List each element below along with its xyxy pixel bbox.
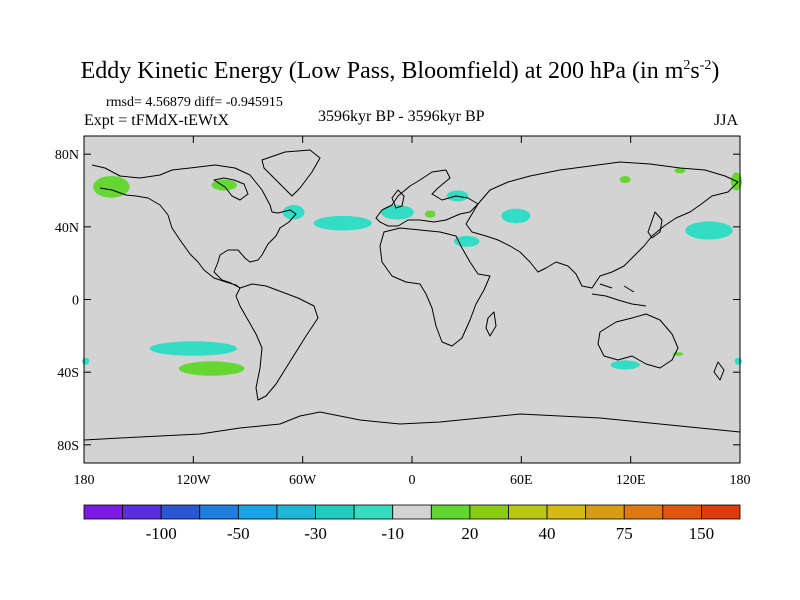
anomaly-north-pacific-west — [685, 221, 733, 240]
colorbar-box — [662, 504, 702, 520]
anomaly-mediterranean — [453, 235, 480, 247]
anomaly-central-europe — [424, 210, 436, 218]
colorbar-box — [237, 504, 278, 520]
colorbar-label: -10 — [381, 524, 404, 543]
colorbar-box — [430, 504, 471, 520]
colorbar-label: 150 — [689, 524, 715, 543]
coast-antarctica — [83, 411, 741, 441]
coast-north-america — [91, 164, 297, 289]
lat-tick-label: 40N — [55, 221, 79, 236]
coast-madagascar — [485, 311, 497, 337]
lat-tick-label: 80S — [57, 439, 79, 454]
colorbar: -100 -50 -30 -10 20 40 75 150 — [83, 504, 741, 543]
lat-tick-label: 0 — [72, 294, 79, 309]
map-background — [84, 136, 740, 463]
anomaly-siberia-north — [619, 175, 631, 184]
colorbar-box — [585, 504, 625, 520]
colorbar-label: -100 — [146, 524, 177, 543]
coast-japan — [647, 211, 663, 239]
longitude-axis: 180 120W 60W 0 60E 120E 180 — [74, 136, 751, 488]
coast-australia — [597, 313, 679, 369]
lon-tick-label: 180 — [74, 473, 95, 488]
anomaly-north-pacific-high — [93, 175, 130, 198]
season-label: JJA — [714, 112, 739, 129]
coast-new-zealand — [713, 361, 725, 381]
colorbar-box — [315, 504, 355, 520]
coast-uk — [391, 189, 405, 209]
latitude-axis: 80N 40N 0 40S 80S — [55, 148, 740, 454]
anomaly-south-pacific-lower — [178, 361, 245, 376]
colorbar-label: 20 — [461, 524, 478, 543]
lon-tick-label: 180 — [730, 473, 751, 488]
experiment-label: Expt = tFMdX-tEWtX — [84, 112, 230, 129]
lon-tick-label: 60E — [510, 473, 533, 488]
coast-hudson-bay — [213, 177, 249, 201]
period-label: 3596kyr BP - 3596kyr BP — [318, 108, 485, 125]
anomaly-north-atlantic — [313, 215, 372, 231]
anomaly-south-pacific — [149, 341, 238, 356]
colorbar-box — [122, 504, 162, 520]
anomaly-caspian — [501, 208, 531, 224]
colorbar-box — [276, 504, 316, 520]
colorbar-label: -30 — [304, 524, 327, 543]
colorbar-box — [469, 504, 509, 520]
colorbar-box — [83, 504, 123, 520]
colorbar-label: 40 — [539, 524, 556, 543]
colorbar-box — [701, 504, 741, 520]
colorbar-box — [199, 504, 239, 520]
title-end: ) — [711, 58, 720, 84]
anomaly-arctic-east — [674, 167, 686, 174]
lon-tick-label: 60W — [289, 473, 317, 488]
colorbar-box — [546, 504, 587, 520]
colorbar-box — [353, 504, 394, 520]
colorbar-box — [392, 504, 432, 520]
anomaly-western-europe — [381, 205, 414, 220]
colorbar-box — [623, 504, 664, 520]
coastlines — [83, 149, 741, 441]
anomaly-south-pacific-west — [82, 357, 90, 365]
coast-asia — [465, 161, 739, 289]
coast-africa — [379, 227, 491, 347]
coast-south-america — [235, 283, 319, 401]
map-title: Eddy Kinetic Energy (Low Pass, Bloomfiel… — [0, 58, 800, 85]
title-text: Eddy Kinetic Energy (Low Pass, Bloomfiel… — [80, 58, 684, 84]
lat-tick-label: 80N — [55, 148, 79, 163]
anomaly-south-of-australia — [610, 360, 640, 370]
lat-tick-label: 40S — [57, 366, 79, 381]
colorbar-box — [160, 504, 201, 520]
coast-greenland — [261, 149, 321, 197]
lon-tick-label: 120E — [616, 473, 646, 488]
rmsd-stat: rmsd= 4.56879 diff= -0.945915 — [106, 95, 283, 110]
coast-indonesia — [591, 283, 647, 307]
colorbar-label: 75 — [616, 524, 633, 543]
title-sup-1: 2 — [683, 58, 691, 73]
colorbar-label: -50 — [227, 524, 250, 543]
coast-europe — [375, 169, 479, 227]
anomaly-tasman-east — [734, 357, 742, 365]
colorbar-box — [508, 504, 548, 520]
lon-tick-label: 120W — [176, 473, 211, 488]
lon-tick-label: 0 — [409, 473, 416, 488]
title-unit-s: s — [690, 58, 700, 84]
title-sup-2: -2 — [699, 58, 712, 73]
